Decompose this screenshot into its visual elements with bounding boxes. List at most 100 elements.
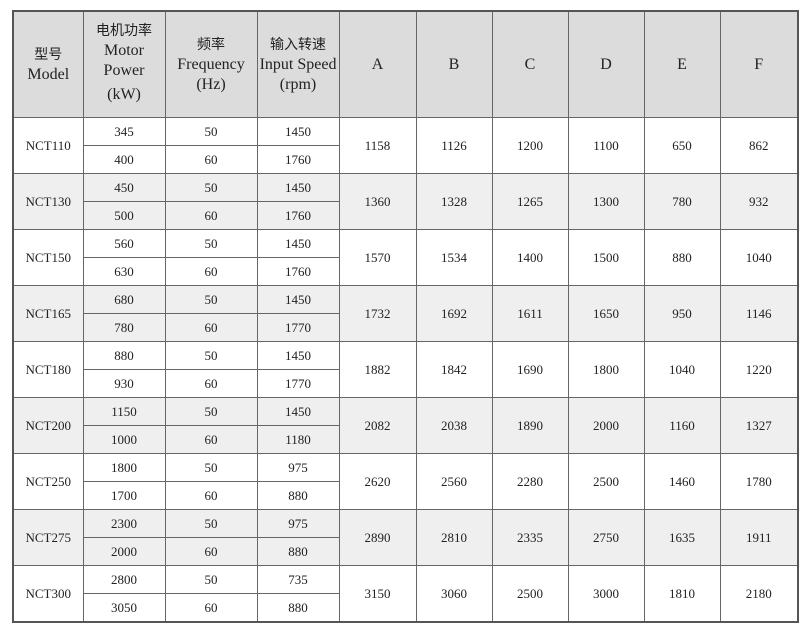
- header-speed-zh: 输入转速: [270, 36, 326, 53]
- dim-d-cell: 2000: [567, 397, 645, 454]
- dim-f-cell: 932: [719, 173, 799, 230]
- table-row: 930 60 1770: [13, 369, 798, 398]
- dim-c-cell: 1611: [491, 285, 569, 342]
- frequency-cell: 50: [164, 229, 258, 258]
- table-row: 1000 60 1180: [13, 425, 798, 454]
- dim-e-cell: 780: [643, 173, 721, 230]
- input-speed-cell: 1450: [256, 117, 340, 146]
- header-dim-e: E: [643, 10, 721, 118]
- input-speed-cell: 1760: [256, 145, 340, 174]
- frequency-cell: 60: [164, 481, 258, 510]
- header-frequency-unit: (Hz): [196, 75, 226, 93]
- input-speed-cell: 1180: [256, 425, 340, 454]
- header-power-en: Motor Power: [103, 41, 145, 79]
- motor-power-cell: 880: [82, 341, 166, 370]
- table-row: NCT300 2800 50 735 3150 3060 2500 3000 1810 2180: [12, 565, 799, 623]
- motor-power-cell: 2000: [82, 537, 166, 566]
- header-frequency-zh: 频率: [197, 36, 225, 53]
- dim-a-cell: 3150: [338, 565, 417, 623]
- model-cell: NCT250: [12, 453, 84, 510]
- motor-power-cell: 2300: [82, 509, 166, 538]
- motor-power-cell: 3050: [82, 593, 166, 623]
- frequency-cell: 60: [164, 313, 258, 342]
- dim-f-cell: 1146: [719, 285, 799, 342]
- header-frequency-en: Frequency: [177, 55, 245, 73]
- input-speed-cell: 1450: [256, 397, 340, 426]
- motor-power-cell: 2800: [82, 565, 166, 594]
- dim-f-cell: 862: [719, 117, 799, 174]
- dim-f-cell: 1780: [719, 453, 799, 510]
- model-cell: NCT110: [12, 117, 84, 174]
- dim-a-cell: 2620: [338, 453, 417, 510]
- model-cell: NCT180: [12, 341, 84, 398]
- dim-e-cell: 950: [643, 285, 721, 342]
- dim-b-cell: 1126: [415, 117, 493, 174]
- frequency-cell: 50: [164, 117, 258, 146]
- dim-f-cell: 1327: [719, 397, 799, 454]
- header-frequency: 频率 Frequency (Hz): [164, 10, 258, 118]
- dim-e-cell: 1040: [643, 341, 721, 398]
- table-row: NCT130 450 50 1450 1360 1328 1265 1300 780 932: [12, 173, 799, 230]
- dim-a-cell: 1158: [338, 117, 417, 174]
- dim-f-cell: 1911: [719, 509, 799, 566]
- specs-table: 型号 Model 电机功率 Motor Power (kW) 频率 Frequency (…: [12, 10, 799, 623]
- header-model-en: Model: [27, 65, 70, 83]
- input-speed-cell: 1770: [256, 313, 340, 342]
- header-model: 型号 Model: [12, 10, 84, 118]
- table-body: NCT110 345 50 1450 1158 1126 1200 1100 650 862 400…: [12, 117, 799, 623]
- model-cell: NCT150: [12, 229, 84, 286]
- frequency-cell: 60: [164, 369, 258, 398]
- motor-power-cell: 780: [82, 313, 166, 342]
- frequency-cell: 50: [164, 453, 258, 482]
- dim-a-cell: 2890: [338, 509, 417, 566]
- dim-b-cell: 2560: [415, 453, 493, 510]
- input-speed-cell: 880: [256, 481, 340, 510]
- dim-b-cell: 2810: [415, 509, 493, 566]
- model-cell: NCT165: [12, 285, 84, 342]
- dim-d-cell: 1800: [567, 341, 645, 398]
- motor-power-cell: 400: [82, 145, 166, 174]
- motor-power-cell: 560: [82, 229, 166, 258]
- motor-power-cell: 1150: [82, 397, 166, 426]
- frequency-cell: 50: [164, 509, 258, 538]
- dim-a-cell: 1732: [338, 285, 417, 342]
- dim-c-cell: 1200: [491, 117, 569, 174]
- dim-b-cell: 1692: [415, 285, 493, 342]
- dim-d-cell: 1650: [567, 285, 645, 342]
- header-speed: 输入转速 Input Speed (rpm): [256, 10, 340, 118]
- dim-d-cell: 1100: [567, 117, 645, 174]
- dim-b-cell: 1842: [415, 341, 493, 398]
- header-dim-f: F: [719, 10, 799, 118]
- frequency-cell: 60: [164, 537, 258, 566]
- dim-f-cell: 1220: [719, 341, 799, 398]
- header-dim-d: D: [567, 10, 645, 118]
- dim-f-cell: 1040: [719, 229, 799, 286]
- table-row: 2000 60 880: [13, 537, 798, 566]
- header-speed-en: Input Speed: [259, 55, 337, 73]
- dim-d-cell: 2500: [567, 453, 645, 510]
- frequency-cell: 50: [164, 173, 258, 202]
- dim-c-cell: 1400: [491, 229, 569, 286]
- frequency-cell: 60: [164, 145, 258, 174]
- header-row: 型号 Model 电机功率 Motor Power (kW) 频率 Frequency (…: [12, 10, 799, 118]
- dim-d-cell: 1500: [567, 229, 645, 286]
- dim-a-cell: 2082: [338, 397, 417, 454]
- table-row: 630 60 1760: [13, 257, 798, 286]
- motor-power-cell: 450: [82, 173, 166, 202]
- dim-c-cell: 1265: [491, 173, 569, 230]
- header-model-zh: 型号: [34, 46, 63, 63]
- motor-power-cell: 1700: [82, 481, 166, 510]
- table-row: 500 60 1760: [13, 201, 798, 230]
- model-cell: NCT275: [12, 509, 84, 566]
- table-row: NCT250 1800 50 975 2620 2560 2280 2500 1460 1780: [12, 453, 799, 510]
- input-speed-cell: 1450: [256, 229, 340, 258]
- input-speed-cell: 975: [256, 453, 340, 482]
- header-power-zh: 电机功率: [96, 22, 152, 39]
- dim-e-cell: 1810: [643, 565, 721, 623]
- motor-power-cell: 1000: [82, 425, 166, 454]
- input-speed-cell: 975: [256, 509, 340, 538]
- dim-e-cell: 1160: [643, 397, 721, 454]
- table-row: NCT165 680 50 1450 1732 1692 1611 1650 950 1146: [12, 285, 799, 342]
- header-dim-a: A: [338, 10, 417, 118]
- motor-power-cell: 345: [82, 117, 166, 146]
